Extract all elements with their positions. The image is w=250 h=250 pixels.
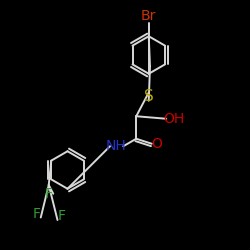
Text: NH: NH [106, 139, 127, 153]
Text: F: F [57, 209, 65, 223]
Text: S: S [144, 89, 154, 104]
Text: OH: OH [163, 112, 184, 126]
Text: Br: Br [141, 9, 156, 23]
Text: F: F [45, 187, 53, 201]
Text: O: O [151, 137, 162, 151]
Text: F: F [32, 207, 40, 221]
